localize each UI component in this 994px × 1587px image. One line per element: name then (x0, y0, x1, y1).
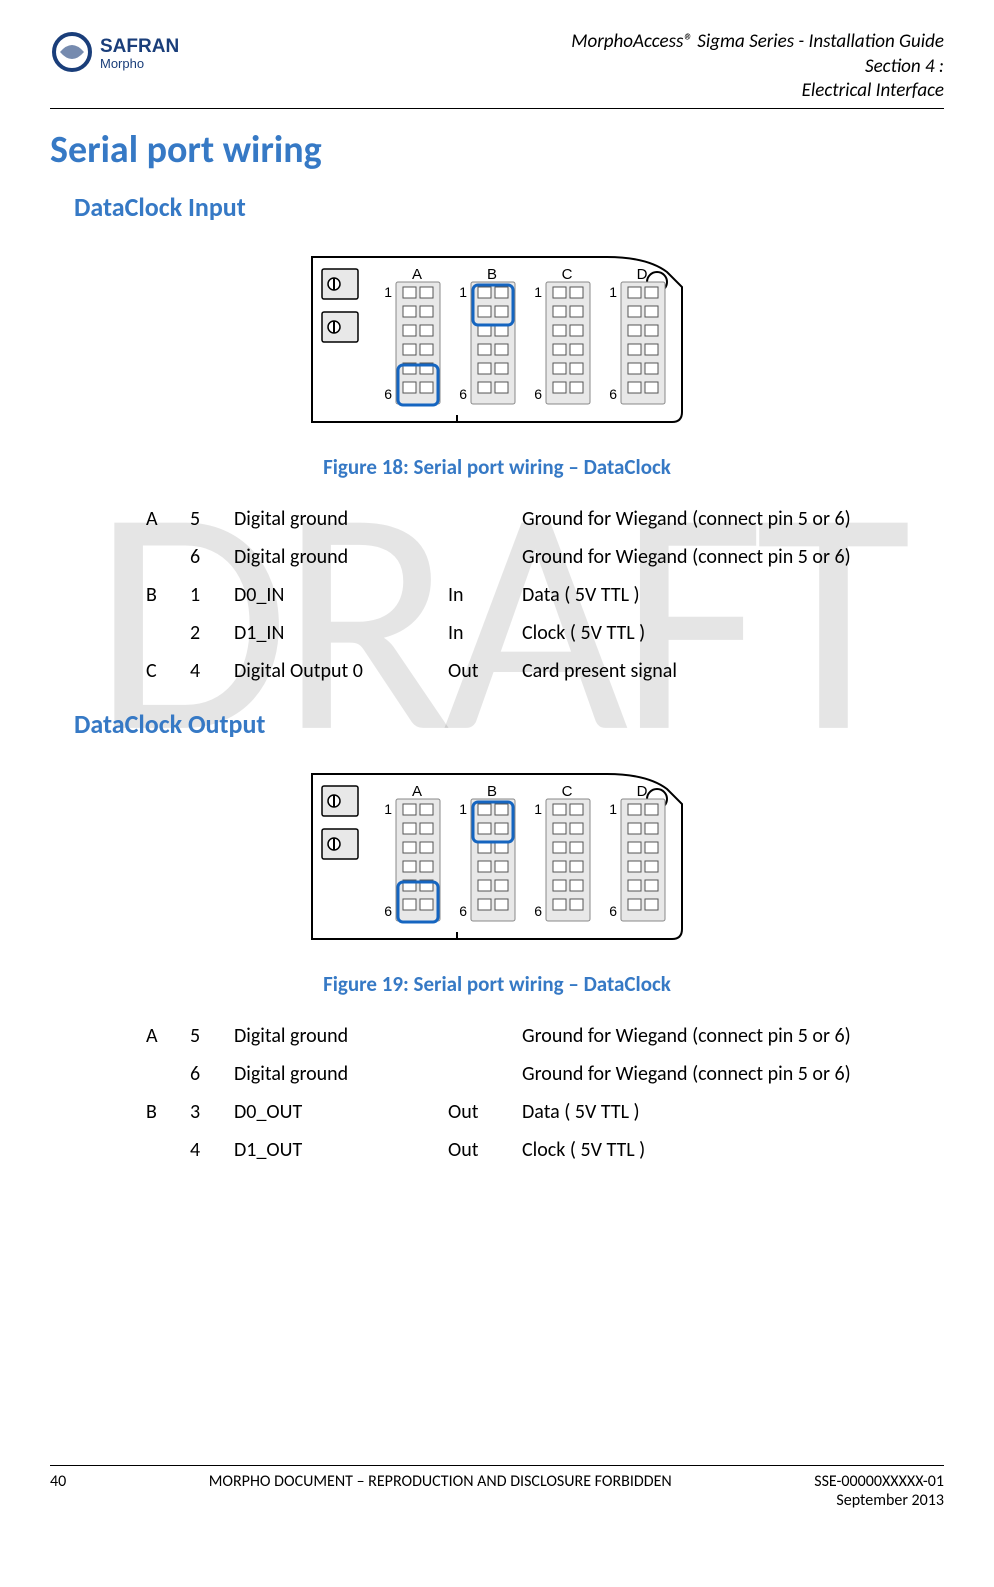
cell-name: Digital Output 0 (234, 652, 448, 690)
svg-text:6: 6 (534, 903, 542, 919)
cell-desc: Data ( 5V TTL ) (522, 1093, 865, 1131)
figure-caption-input: Figure 18: Serial port wiring – DataCloc… (50, 454, 944, 480)
svg-text:6: 6 (384, 903, 392, 919)
cell-dir: In (448, 614, 522, 652)
figure-caption-output: Figure 19: Serial port wiring – DataCloc… (50, 971, 944, 997)
logo-text-safran: SAFRAN (100, 36, 179, 57)
section-title-output: DataClock Output (74, 708, 944, 740)
svg-text:A: A (412, 783, 422, 800)
svg-text:C: C (562, 266, 573, 283)
cell-pin: 2 (190, 614, 234, 652)
cell-pin: 4 (190, 1131, 234, 1169)
cell-pin: 6 (190, 1055, 234, 1093)
cell-conn: B (146, 576, 190, 614)
cell-dir: Out (448, 1131, 522, 1169)
logo-text-morpho: Morpho (100, 56, 144, 71)
footer-right1: SSE-00000XXXXX-01 (814, 1472, 944, 1491)
cell-dir: Out (448, 652, 522, 690)
cell-conn: C (146, 652, 190, 690)
cell-desc: Ground for Wiegand (connect pin 5 or 6) (522, 538, 865, 576)
cell-desc: Data ( 5V TTL ) (522, 576, 865, 614)
table-row: 4D1_OUTOutClock ( 5V TTL ) (146, 1131, 865, 1169)
cell-pin: 1 (190, 576, 234, 614)
svg-text:1: 1 (609, 801, 617, 817)
section-line1: Section 4 : (571, 55, 944, 80)
cell-pin: 5 (190, 1017, 234, 1055)
table-row: A5Digital ground Ground for Wiegand (conn… (146, 1017, 865, 1055)
footer-right2: September 2013 (814, 1491, 944, 1510)
cell-name: Digital ground (234, 500, 448, 538)
doc-title: MorphoAccess® Sigma Series - Installatio… (571, 30, 944, 55)
cell-desc: Clock ( 5V TTL ) (522, 1131, 865, 1169)
cell-conn (146, 538, 190, 576)
cell-desc: Card present signal (522, 652, 865, 690)
svg-text:6: 6 (459, 903, 467, 919)
cell-name: D1_OUT (234, 1131, 448, 1169)
section-line2: Electrical Interface (571, 79, 944, 104)
figure-output: A 1 6 B 1 6 C 1 6 D 1 6 (50, 754, 944, 949)
svg-text:D: D (637, 783, 648, 800)
cell-desc: Ground for Wiegand (connect pin 5 or 6) (522, 500, 865, 538)
cell-pin: 3 (190, 1093, 234, 1131)
cell-desc: Ground for Wiegand (connect pin 5 or 6) (522, 1017, 865, 1055)
cell-pin: 5 (190, 500, 234, 538)
cell-conn (146, 614, 190, 652)
cell-dir (448, 1017, 522, 1055)
svg-text:6: 6 (384, 386, 392, 402)
svg-text:1: 1 (384, 284, 392, 300)
section-title-input: DataClock Input (74, 191, 944, 223)
svg-text:1: 1 (384, 801, 392, 817)
pin-table-input: A5Digital ground Ground for Wiegand (conn… (146, 500, 865, 690)
table-row: 6Digital ground Ground for Wiegand (conne… (146, 538, 865, 576)
svg-text:C: C (562, 783, 573, 800)
table-row: A5Digital ground Ground for Wiegand (conn… (146, 500, 865, 538)
cell-name: D1_IN (234, 614, 448, 652)
cell-conn: B (146, 1093, 190, 1131)
cell-dir (448, 1055, 522, 1093)
cell-desc: Ground for Wiegand (connect pin 5 or 6) (522, 1055, 865, 1093)
footer-page: 40 (50, 1472, 66, 1510)
pin-table-output: A5Digital ground Ground for Wiegand (conn… (146, 1017, 865, 1169)
cell-dir: In (448, 576, 522, 614)
table-row: 6Digital ground Ground for Wiegand (conne… (146, 1055, 865, 1093)
cell-name: D0_OUT (234, 1093, 448, 1131)
svg-text:6: 6 (609, 386, 617, 402)
cell-dir: Out (448, 1093, 522, 1131)
table-row: B3D0_OUTOutData ( 5V TTL ) (146, 1093, 865, 1131)
cell-pin: 4 (190, 652, 234, 690)
cell-conn: A (146, 1017, 190, 1055)
svg-text:6: 6 (459, 386, 467, 402)
cell-name: Digital ground (234, 538, 448, 576)
svg-text:1: 1 (534, 284, 542, 300)
cell-name: Digital ground (234, 1017, 448, 1055)
cell-pin: 6 (190, 538, 234, 576)
cell-name: Digital ground (234, 1055, 448, 1093)
cell-dir (448, 538, 522, 576)
cell-desc: Clock ( 5V TTL ) (522, 614, 865, 652)
svg-text:1: 1 (459, 801, 467, 817)
svg-text:A: A (412, 266, 422, 283)
cell-conn: A (146, 500, 190, 538)
figure-input: A 1 6 B 1 6 C 1 6 D 1 6 (50, 237, 944, 432)
page-title: Serial port wiring (50, 127, 944, 173)
table-row: B1D0_INInData ( 5V TTL ) (146, 576, 865, 614)
svg-text:D: D (637, 266, 648, 283)
cell-name: D0_IN (234, 576, 448, 614)
cell-dir (448, 500, 522, 538)
svg-text:1: 1 (609, 284, 617, 300)
cell-conn (146, 1131, 190, 1169)
table-row: 2D1_INInClock ( 5V TTL ) (146, 614, 865, 652)
svg-text:6: 6 (609, 903, 617, 919)
svg-text:B: B (487, 783, 497, 800)
footer-mid: MORPHO DOCUMENT – REPRODUCTION AND DISCL… (209, 1472, 672, 1510)
logo: SAFRAN Morpho (50, 30, 260, 75)
svg-text:6: 6 (534, 386, 542, 402)
svg-text:1: 1 (459, 284, 467, 300)
cell-conn (146, 1055, 190, 1093)
svg-text:B: B (487, 266, 497, 283)
svg-text:1: 1 (534, 801, 542, 817)
table-row: C4Digital Output 0OutCard present signal (146, 652, 865, 690)
